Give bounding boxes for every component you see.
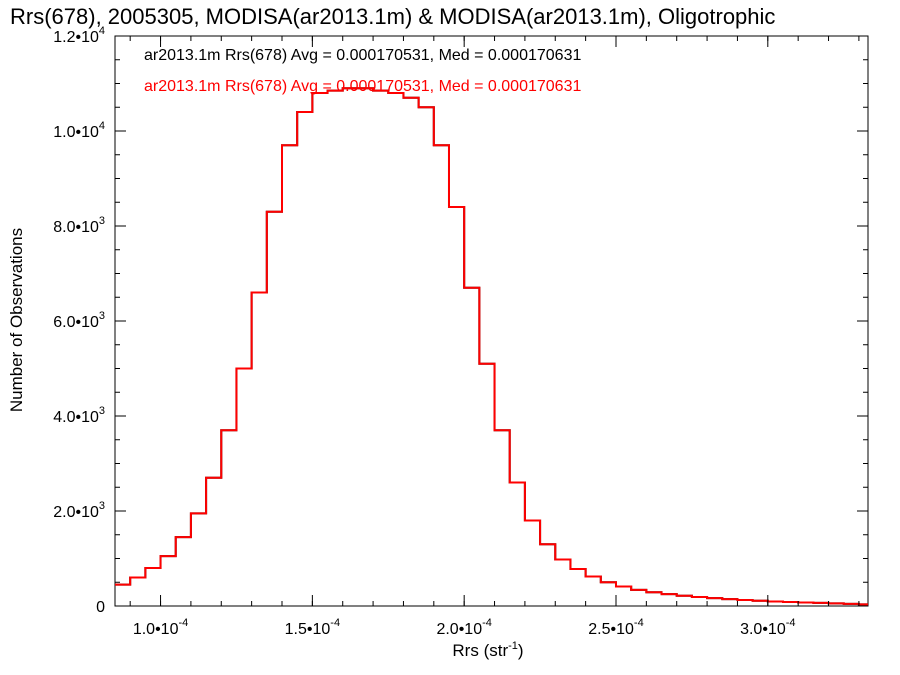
y-axis-title: Number of Observations [7,228,26,412]
x-tick-label: 1.0•10-4 [133,617,188,638]
x-tick-label: 3.0•10-4 [740,617,795,638]
y-tick-label: 4.0•103 [53,405,105,426]
legend: ar2013.1m Rrs(678) Avg = 0.000170531, Me… [144,47,581,95]
series-line-1 [115,87,868,606]
y-tick-label: 1.0•104 [53,120,105,141]
x-axis-title-sup: -1 [508,640,518,652]
legend-entry: ar2013.1m Rrs(678) Avg = 0.000170531, Me… [144,78,581,95]
y-tick-label: 2.0•103 [53,500,105,521]
x-axis-title: Rrs (str-1) [452,640,523,660]
x-ticks: 1.0•10-4 1.5•10-4 2.0•10-4 2.5•10-4 3.0•10-4 [129,36,860,638]
plot-frame [114,35,869,607]
y-tick-label: 8.0•103 [53,215,105,236]
y-tick-label: 6.0•103 [53,310,105,331]
series-layer [115,87,868,606]
x-axis-title-close: ) [518,641,524,660]
x-tick-label: 2.0•10-4 [436,617,491,638]
y-ticks: 0 2.0•103 4.0•103 6.0•103 8.0•103 1.0•104 1.2•… [53,25,868,616]
plot-area: 1.0•10-4 1.5•10-4 2.0•10-4 2.5•10-4 3.0•10-4… [53,25,869,638]
y-tick-label: 1.2•104 [53,25,105,46]
legend-entry: ar2013.1m Rrs(678) Avg = 0.000170531, Me… [144,47,581,64]
series-line-0 [115,87,868,606]
chart-title: Rrs(678), 2005305, MODISA(ar2013.1m) & M… [10,4,775,29]
x-axis-title-main: Rrs (str [452,641,508,660]
x-tick-label: 1.5•10-4 [285,617,340,638]
x-tick-label: 2.5•10-4 [588,617,643,638]
y-tick-label: 0 [96,599,105,616]
